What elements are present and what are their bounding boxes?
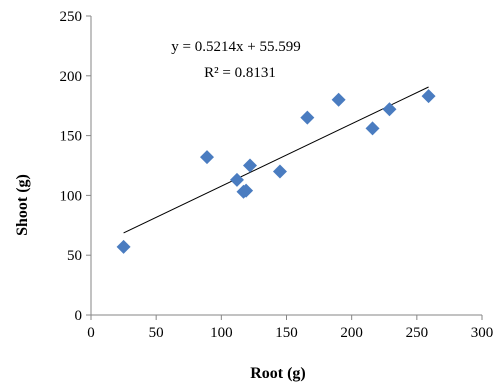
x-tick-label: 0: [87, 325, 95, 341]
data-point: [199, 150, 214, 165]
x-tick-label: 300: [471, 325, 493, 341]
data-point: [229, 172, 244, 187]
x-tick-label: 250: [406, 325, 429, 341]
data-point: [331, 92, 346, 107]
tick-labels: 0 50 100 150 200 250 0 50 100 150 200 250 300: [60, 9, 493, 341]
data-points: [116, 89, 436, 254]
data-point: [421, 89, 436, 104]
trendline: [123, 86, 429, 234]
data-point: [300, 110, 315, 125]
x-tick-label: 200: [340, 325, 363, 341]
x-tick-label: 100: [210, 325, 233, 341]
y-tick-label: 100: [60, 188, 83, 204]
x-tick-label: 50: [149, 325, 164, 341]
trendline-equation: y = 0.5214x + 55.599: [171, 39, 300, 55]
trendline-group: [123, 86, 429, 234]
data-point: [116, 239, 131, 254]
axes: [86, 15, 483, 320]
data-point: [243, 158, 258, 173]
y-tick-label: 200: [60, 69, 83, 85]
x-axis-title: Root (g): [250, 365, 306, 382]
y-tick-label: 250: [60, 9, 83, 25]
y-tick-label: 150: [60, 129, 83, 145]
data-point: [382, 102, 397, 117]
x-tick-label: 150: [275, 325, 298, 341]
r-squared-label: R² = 0.8131: [204, 65, 276, 81]
data-point: [365, 121, 380, 136]
y-tick-label: 0: [75, 308, 83, 324]
data-point: [272, 164, 287, 179]
data-point: [239, 183, 254, 198]
y-axis-title: Shoot (g): [14, 174, 31, 236]
y-tick-label: 50: [67, 248, 82, 264]
